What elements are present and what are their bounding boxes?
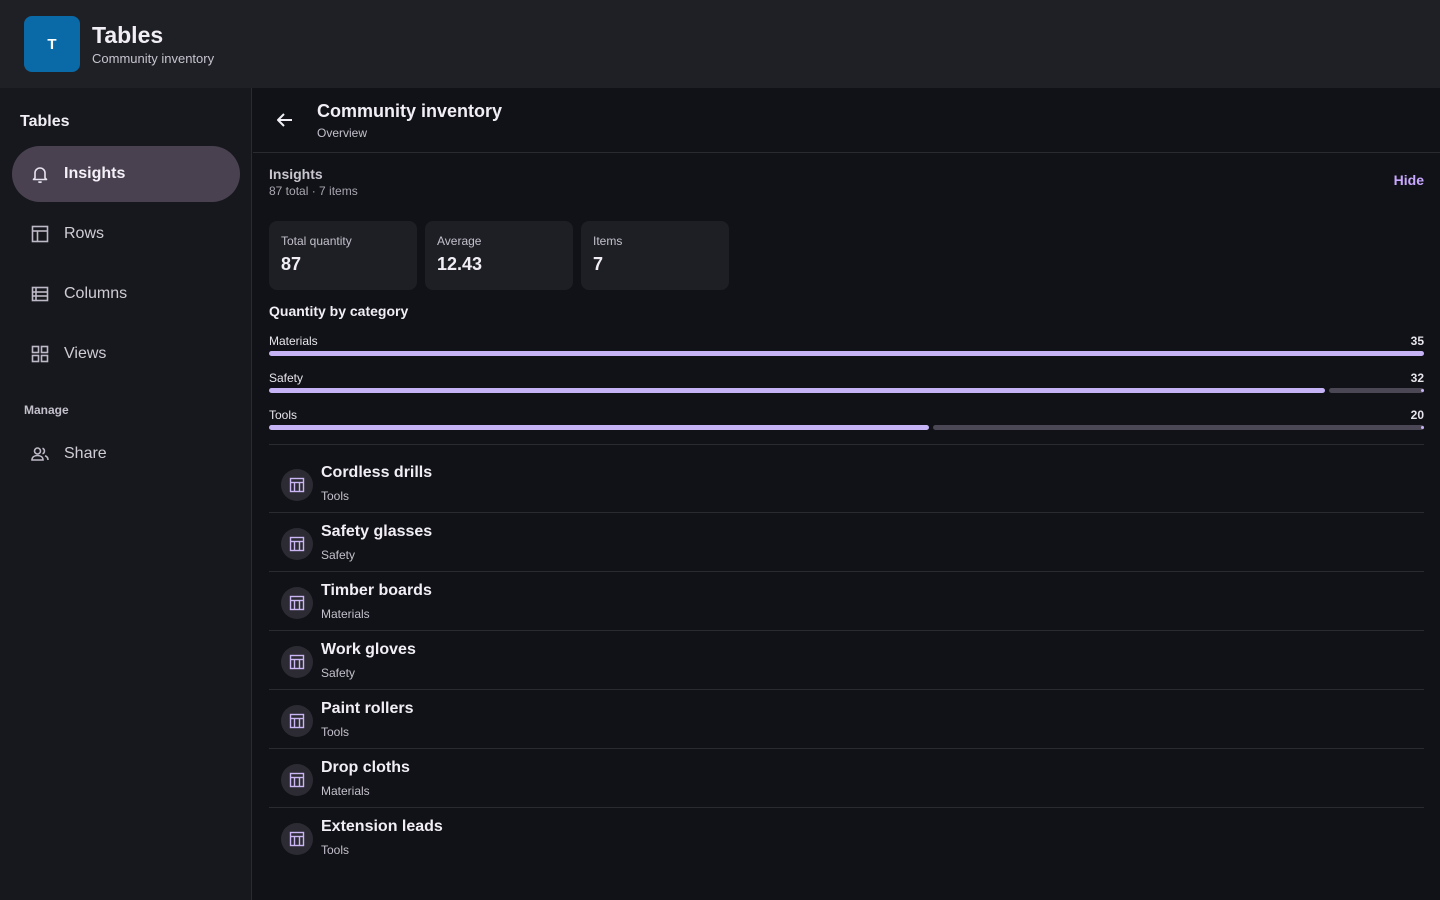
- page-header: Community inventory Overview: [253, 88, 1440, 153]
- item-category: Materials: [321, 784, 370, 798]
- category-bar-remainder: [933, 425, 1424, 430]
- app-logo: T: [24, 16, 80, 72]
- app-subtitle: Community inventory: [92, 50, 215, 66]
- item-name: Cordless drills: [321, 464, 433, 481]
- item-category: Tools: [321, 843, 350, 857]
- category-bar-fill: [269, 351, 1424, 356]
- insights-title: Insights: [269, 166, 323, 182]
- category-bar-end-dot: [1421, 426, 1424, 429]
- list-item[interactable]: Safety glasses Safety: [269, 513, 1424, 572]
- category-bar-remainder: [1329, 388, 1424, 393]
- hide-button[interactable]: Hide: [1393, 172, 1424, 188]
- table-icon: [281, 823, 313, 855]
- stat-card-items: Items 7: [581, 221, 729, 290]
- stat-label: Total quantity: [281, 234, 352, 248]
- item-list: Cordless drills Tools Safety glasses Saf…: [269, 454, 1424, 867]
- page-subtitle: Overview: [317, 126, 368, 140]
- divider: [269, 444, 1424, 445]
- sidebar-item-columns[interactable]: Columns: [12, 266, 240, 322]
- item-category: Safety: [321, 548, 356, 562]
- stat-value: 12.43: [437, 254, 483, 274]
- item-name: Timber boards: [321, 582, 432, 599]
- category-name: Safety: [269, 371, 304, 385]
- category-bar: [269, 425, 1424, 430]
- table-icon: [281, 469, 313, 501]
- sidebar: Tables Insights Rows: [0, 88, 252, 900]
- category-bar: [269, 388, 1424, 393]
- item-category: Materials: [321, 607, 370, 621]
- category-bar: [269, 351, 1424, 356]
- sidebar-item-share[interactable]: Share: [12, 426, 240, 482]
- list-item[interactable]: Paint rollers Tools: [269, 690, 1424, 749]
- page-title: Community inventory: [317, 101, 503, 121]
- item-name: Drop cloths: [321, 759, 410, 776]
- people-icon: [30, 444, 50, 464]
- sidebar-item-label: Columns: [64, 285, 128, 302]
- item-name: Extension leads: [321, 818, 443, 835]
- list-item[interactable]: Work gloves Safety: [269, 631, 1424, 690]
- category-bar-fill: [269, 425, 929, 430]
- sidebar-item-label: Share: [64, 445, 107, 462]
- stat-label: Average: [437, 234, 482, 248]
- category-value: 20: [1410, 408, 1424, 422]
- list-item[interactable]: Drop cloths Materials: [269, 749, 1424, 808]
- category-name: Materials: [269, 334, 318, 348]
- stat-card-average: Average 12.43: [425, 221, 573, 290]
- app-bar: T Tables Community inventory: [0, 0, 1440, 88]
- list-item[interactable]: Extension leads Tools: [269, 808, 1424, 867]
- list-item[interactable]: Cordless drills Tools: [269, 454, 1424, 513]
- category-row-safety: Safety 32: [269, 371, 1424, 401]
- item-name: Paint rollers: [321, 700, 414, 717]
- sidebar-section-manage: Manage: [24, 403, 69, 417]
- back-button[interactable]: [273, 108, 297, 132]
- item-category: Safety: [321, 666, 356, 680]
- category-bar-fill: [269, 388, 1325, 393]
- columns-icon: [30, 284, 50, 304]
- category-chart-title: Quantity by category: [269, 303, 409, 319]
- main-content: Community inventory Overview Insights 87…: [253, 88, 1440, 900]
- bell-icon: [30, 164, 50, 184]
- sidebar-heading: Tables: [20, 113, 70, 130]
- category-name: Tools: [269, 408, 298, 422]
- arrow-left-icon: [277, 113, 292, 127]
- sidebar-item-label: Rows: [64, 225, 105, 242]
- sidebar-item-label: Insights: [64, 165, 126, 182]
- category-row-tools: Tools 20: [269, 408, 1424, 438]
- table-icon: [30, 224, 50, 244]
- list-item[interactable]: Timber boards Materials: [269, 572, 1424, 631]
- sidebar-item-label: Views: [64, 345, 107, 362]
- stat-label: Items: [593, 234, 623, 248]
- table-icon: [281, 705, 313, 737]
- grid-icon: [30, 344, 50, 364]
- sidebar-item-rows[interactable]: Rows: [12, 206, 240, 262]
- item-name: Work gloves: [321, 641, 416, 658]
- stat-value: 87: [281, 254, 302, 274]
- table-icon: [281, 646, 313, 678]
- item-name: Safety glasses: [321, 523, 433, 540]
- table-icon: [281, 528, 313, 560]
- table-icon: [281, 764, 313, 796]
- table-icon: [281, 587, 313, 619]
- sidebar-item-insights[interactable]: Insights: [12, 146, 240, 202]
- item-category: Tools: [321, 725, 350, 739]
- insights-summary: 87 total · 7 items: [269, 184, 358, 198]
- category-value: 32: [1410, 371, 1424, 385]
- category-row-materials: Materials 35: [269, 334, 1424, 364]
- category-bar-end-dot: [1421, 389, 1424, 392]
- category-value: 35: [1410, 334, 1424, 348]
- item-category: Tools: [321, 489, 350, 503]
- stat-value: 7: [593, 254, 604, 274]
- stat-card-total: Total quantity 87: [269, 221, 417, 290]
- app-title: Tables: [92, 21, 164, 48]
- sidebar-item-views[interactable]: Views: [12, 326, 240, 382]
- app-titles: Tables Community inventory: [92, 21, 214, 68]
